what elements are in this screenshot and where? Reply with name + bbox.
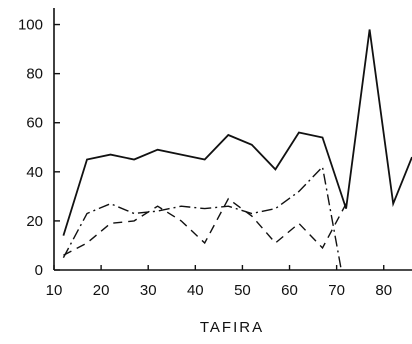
y-tick-label: 80 — [26, 66, 43, 83]
x-tick-label: 30 — [140, 282, 157, 299]
y-tick-label: 100 — [18, 17, 43, 34]
series-line-dashed — [63, 197, 347, 256]
y-tick-label: 60 — [26, 115, 43, 132]
x-ticks: 10 20 30 40 50 60 70 80 — [46, 265, 392, 299]
x-tick-label: 70 — [328, 282, 345, 299]
y-tick-label: 20 — [26, 213, 43, 230]
plot-area: 10 20 30 40 50 60 70 80 0 20 40 60 80 100 — [18, 8, 412, 299]
x-tick-label: 60 — [281, 282, 298, 299]
chart-title: TAFIRA — [200, 319, 264, 336]
x-tick-label: 10 — [46, 282, 63, 299]
x-tick-label: 40 — [187, 282, 204, 299]
x-tick-label: 50 — [234, 282, 251, 299]
x-tick-label: 80 — [375, 282, 392, 299]
y-tick-label: 40 — [26, 164, 43, 181]
series-line-dashdot — [62, 165, 342, 271]
series-line-solid — [62, 29, 412, 236]
series-layer — [62, 29, 412, 271]
y-ticks: 0 20 40 60 80 100 — [18, 17, 60, 279]
x-tick-label: 20 — [93, 282, 110, 299]
y-tick-label: 0 — [35, 262, 43, 279]
